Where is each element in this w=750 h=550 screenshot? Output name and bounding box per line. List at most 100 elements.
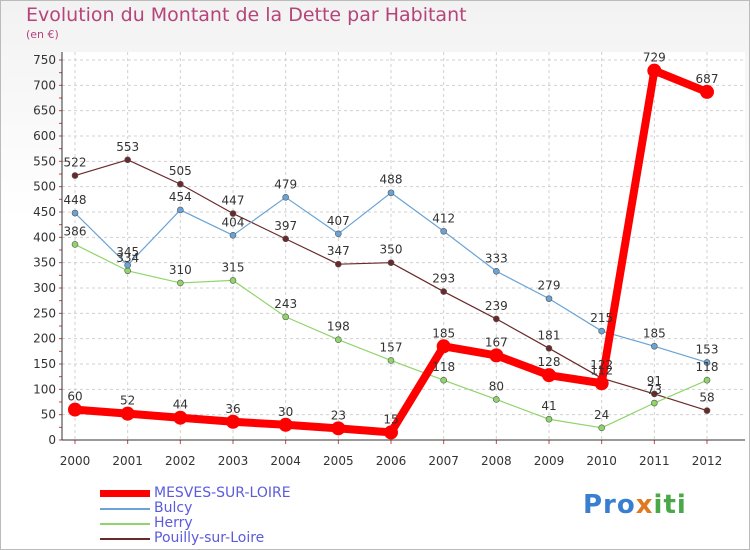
data-point [226,414,240,429]
y-tick-label: 0 [48,433,56,447]
data-label: 479 [274,177,297,191]
data-label: 243 [274,297,297,311]
data-point [177,180,184,188]
data-point [545,415,553,423]
data-point [387,189,395,197]
data-point [173,410,188,425]
proxiti-logo[interactable]: Proxiti [583,490,687,520]
data-label: 112 [590,363,613,377]
data-point [229,232,237,239]
data-label: 404 [222,215,245,229]
y-tick-label: 150 [33,357,56,371]
data-label: 345 [116,245,139,259]
data-label: 198 [327,320,350,334]
y-tick-label: 750 [33,53,56,67]
data-label: 91 [647,374,662,388]
data-point [335,336,342,343]
data-label: 58 [699,391,714,405]
data-label: 15 [383,412,398,426]
legend-swatch [100,490,150,497]
data-label: 553 [116,140,139,154]
data-point [120,406,135,421]
unit-label: (en €) [26,28,59,41]
x-tick-label: 2007 [428,454,459,468]
data-label: 215 [590,311,613,325]
data-point [703,407,711,414]
data-point [282,194,289,201]
legend-label: MESVES-SUR-LOIRE [154,485,291,501]
x-tick-label: 2008 [481,454,512,468]
data-point [545,295,553,302]
data-label: 52 [120,394,135,408]
data-point [124,261,131,269]
data-point [282,313,289,321]
data-point [598,327,605,335]
y-tick-label: 500 [33,180,56,194]
data-label: 118 [696,360,719,374]
data-label: 128 [538,355,561,369]
data-point [651,399,658,407]
data-label: 181 [538,328,561,342]
legend-label: Bulcy [154,500,193,516]
legend-swatch [100,508,150,510]
data-point [229,210,237,217]
data-label: 24 [594,408,609,422]
data-label: 293 [432,272,455,286]
data-point [545,344,553,352]
x-tick-label: 2003 [218,454,249,468]
data-label: 167 [485,335,508,349]
data-point [493,396,500,403]
y-tick-label: 550 [33,154,56,168]
y-tick-label: 400 [33,230,56,244]
data-label: 448 [64,193,87,207]
x-tick-label: 2002 [165,454,196,468]
y-tick-label: 200 [33,332,56,346]
data-point [651,342,658,350]
x-tick-label: 2010 [586,454,617,468]
data-point [387,357,395,364]
data-label: 185 [643,326,666,340]
data-point [335,260,342,268]
data-point [440,227,447,235]
data-point [493,267,500,275]
data-label: 350 [380,243,403,257]
data-point [700,84,714,99]
data-point [71,209,79,217]
data-label: 407 [327,214,350,228]
data-label: 80 [489,379,504,393]
data-point [594,376,609,391]
data-label: 153 [696,342,719,356]
x-tick-label: 2011 [639,454,670,468]
x-tick-label: 2009 [534,454,565,468]
data-label: 687 [696,72,719,86]
data-point [71,172,79,179]
data-label: 239 [485,299,508,313]
data-point [440,288,447,295]
data-label: 386 [64,224,87,238]
data-label: 44 [173,398,188,412]
data-point [124,267,131,275]
data-label: 310 [169,263,192,277]
x-tick-label: 2006 [376,454,407,468]
data-point [229,277,237,284]
data-label: 157 [380,340,403,354]
y-tick-label: 650 [33,104,56,118]
data-point [440,376,447,384]
data-point [598,424,605,432]
data-point [278,417,293,432]
data-label: 505 [169,164,192,178]
x-tick-label: 2005 [323,454,354,468]
data-label: 73 [647,383,662,397]
data-point [647,63,662,78]
data-label: 488 [380,173,403,187]
data-label: 347 [327,244,350,258]
x-tick-label: 2001 [112,454,143,468]
y-tick-label: 600 [33,129,56,143]
data-point [384,425,398,440]
legend-label: Pouilly-sur-Loire [154,530,265,546]
legend-swatch [100,523,150,525]
data-label: 315 [222,260,245,274]
data-label: 279 [538,279,561,293]
data-label: 397 [274,219,297,233]
legend-label: Herry [154,515,193,531]
